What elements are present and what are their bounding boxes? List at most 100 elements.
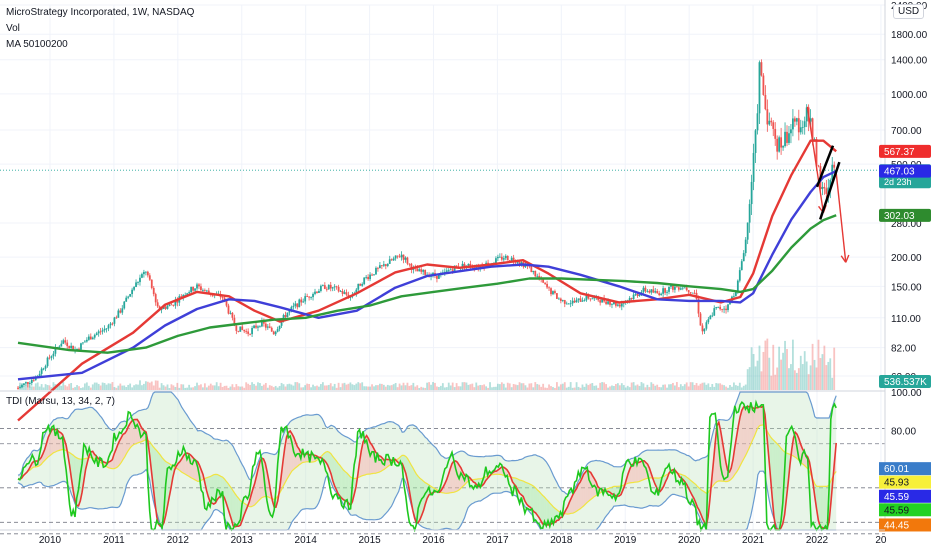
volume-bar — [589, 383, 592, 390]
candle-body — [48, 357, 51, 359]
tdi-cloud — [44, 443, 47, 461]
tdi-cloud — [820, 486, 822, 528]
tdi-legend[interactable]: TDI (Marsu, 13, 34, 2, 7) — [6, 396, 115, 407]
candle-body — [373, 274, 375, 276]
volume-bar — [375, 385, 377, 390]
tdi-signal-line — [17, 405, 837, 531]
tdi-cloud — [387, 459, 390, 467]
candle-body — [270, 327, 273, 332]
ma-line-ma100 — [17, 170, 837, 381]
volume-bar — [522, 383, 525, 390]
ma-legend[interactable]: MA 50100200 — [6, 39, 68, 50]
volume-bar — [243, 387, 246, 390]
candle-body — [394, 255, 397, 259]
candle-body — [72, 345, 75, 351]
candle-body — [615, 301, 617, 306]
volume-bar — [343, 382, 346, 390]
candle-body — [379, 265, 381, 269]
volume-bar — [823, 345, 826, 390]
candle-body — [38, 373, 41, 377]
volume-bar — [209, 383, 212, 390]
volume-bar — [611, 385, 613, 390]
tdi-cloud — [548, 500, 550, 526]
volume-bar — [404, 385, 407, 390]
volume-bar — [274, 385, 277, 390]
volume-bar — [361, 382, 364, 390]
volume-bar — [687, 386, 690, 390]
volume-bar — [797, 368, 800, 390]
candle-body — [327, 284, 330, 290]
volume-legend[interactable]: Vol — [6, 23, 20, 34]
candle-body — [89, 336, 92, 340]
tdi-cloud — [773, 440, 776, 529]
candle-body — [261, 320, 263, 327]
volume-bar — [355, 383, 358, 390]
candle-body — [25, 382, 27, 384]
volume-bar — [168, 387, 171, 390]
volume-bar — [316, 385, 318, 390]
candle-body — [119, 310, 122, 313]
chart-title[interactable]: MicroStrategy Incorporated, 1W, NASDAQ — [6, 7, 195, 18]
candle-body — [162, 306, 165, 309]
candle-body — [60, 343, 63, 347]
candle-body — [727, 304, 729, 311]
candle-body — [345, 292, 348, 295]
volume-bar — [793, 370, 796, 390]
volume-bar — [727, 387, 729, 390]
tdi-cloud — [190, 454, 193, 479]
tdi-cloud — [537, 489, 540, 518]
volume-bar — [801, 364, 804, 390]
volume-bar — [780, 359, 783, 390]
volume-bar — [636, 384, 639, 390]
candle-body — [609, 301, 611, 305]
tdi-cloud — [158, 452, 161, 527]
candle-body — [561, 300, 564, 301]
volume-bar — [38, 386, 41, 390]
volume-bar — [595, 385, 598, 390]
time-axis[interactable]: 2010 2011 2012 2013 2014 2015 2016 2017 2018 2019… — [0, 529, 887, 546]
candle-body — [506, 255, 509, 261]
volume-bar — [70, 383, 73, 390]
tdi-cloud — [140, 426, 143, 442]
volume-bar — [650, 382, 653, 390]
tdi-cloud — [816, 486, 819, 521]
candle-body — [817, 165, 820, 167]
tdi-price-label: 44.45 — [884, 520, 909, 531]
candle-body — [605, 301, 607, 304]
candle-body — [823, 186, 826, 189]
candle-body — [166, 305, 169, 309]
price-axis[interactable]: 2400.001800.001400.001000.00700.00500.00… — [0, 0, 931, 532]
volume-bar — [579, 387, 582, 390]
tdi-price-label-box — [879, 518, 931, 532]
tdi-cloud — [339, 465, 342, 499]
volume-bar — [683, 384, 686, 390]
candle-body — [312, 293, 314, 298]
candle-body — [815, 139, 818, 166]
volume-bar — [180, 384, 183, 390]
trend-drawings[interactable] — [806, 106, 850, 263]
volume-bar — [788, 368, 790, 390]
tdi-cloud — [585, 470, 588, 505]
volume-bar — [426, 382, 429, 390]
candle-body — [139, 277, 141, 283]
candle-body — [652, 289, 655, 293]
volume-bar — [50, 387, 53, 390]
candle-body — [384, 264, 387, 266]
volume-bar — [349, 382, 352, 390]
candle-body — [343, 292, 346, 294]
candle-body — [445, 270, 448, 272]
volume-bar — [178, 387, 181, 390]
volume-bar — [170, 384, 173, 390]
tdi-cloud — [213, 474, 216, 505]
volume-bar — [300, 387, 303, 390]
currency-button[interactable]: USD — [893, 4, 925, 19]
volume-bar — [782, 352, 784, 390]
candle-body — [504, 255, 507, 259]
volume-bar — [56, 385, 59, 390]
volume-bar — [648, 387, 651, 390]
x-tick-label: 2020 — [678, 535, 701, 546]
tdi-cloud — [612, 486, 614, 495]
volume-bar — [790, 364, 792, 390]
candle-body — [386, 263, 389, 266]
